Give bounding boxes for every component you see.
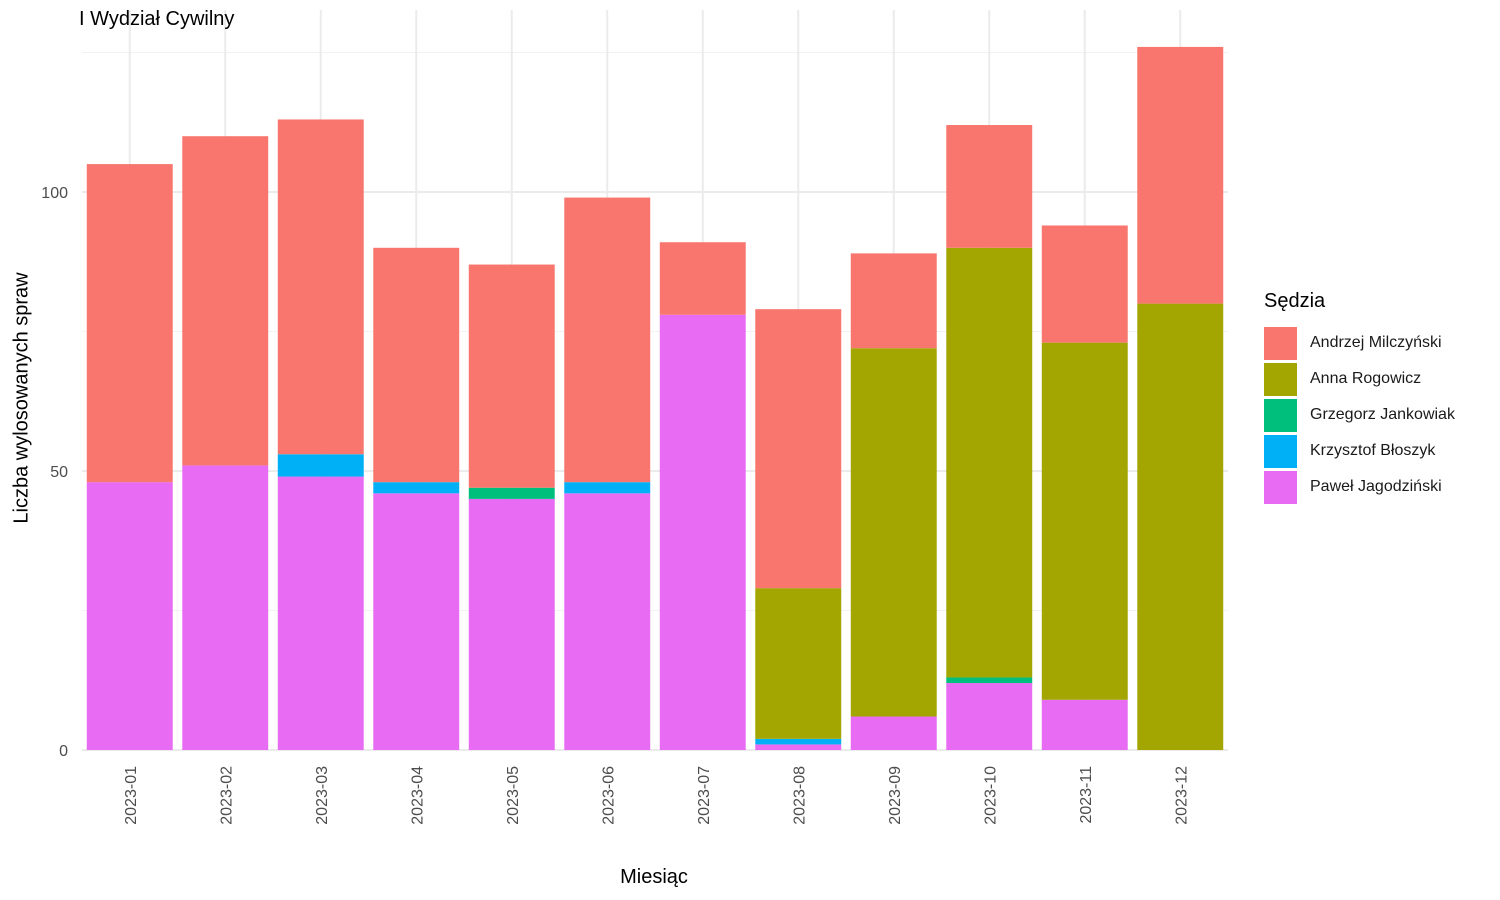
bar-segment	[1137, 303, 1224, 750]
legend-label: Anna Rogowicz	[1310, 370, 1422, 387]
bar-segment	[277, 454, 364, 477]
legend-items: Andrzej Milczyński Anna Rogowicz Grzegorz …	[1264, 325, 1455, 505]
bar-segment	[86, 164, 173, 483]
bar-segment	[946, 247, 1033, 678]
bar-segment	[468, 487, 555, 499]
bar-segment	[564, 482, 651, 494]
bar-segment	[564, 197, 651, 483]
bar-segment	[373, 247, 460, 483]
legend-label: Grzegorz Jankowiak	[1310, 406, 1455, 423]
x-tick-label: 2023-09	[887, 766, 904, 825]
bar-segment	[755, 744, 842, 750]
y-tick-label: 100	[41, 185, 68, 202]
x-tick-label: 2023-03	[314, 766, 331, 825]
legend-swatch	[1264, 326, 1297, 360]
bars	[86, 46, 1224, 750]
legend-item: Krzysztof Błoszyk	[1264, 433, 1455, 469]
legend-label: Paweł Jagodziński	[1310, 478, 1442, 495]
x-tick-label: 2023-12	[1173, 766, 1190, 825]
x-tick-label: 2023-06	[600, 766, 617, 825]
bar-segment	[182, 465, 269, 750]
bar-segment	[1041, 699, 1128, 750]
bar-segment	[850, 253, 937, 349]
bar-segment	[468, 264, 555, 488]
bar-segment	[850, 716, 937, 750]
x-axis-label: Miesiąc	[620, 866, 688, 888]
y-axis-label: Liczba wylosowanych spraw	[10, 272, 33, 524]
bar-segment	[946, 683, 1033, 750]
bar-segment	[373, 482, 460, 494]
y-tick-label: 50	[50, 464, 68, 481]
bar-segment	[659, 242, 746, 315]
legend-item: Paweł Jagodziński	[1264, 469, 1455, 505]
bar-segment	[564, 493, 651, 750]
bar-segment	[277, 119, 364, 455]
y-tick-label: 0	[59, 743, 68, 760]
x-tick-label: 2023-05	[505, 766, 522, 825]
legend: Sędzia Andrzej Milczyński Anna Rogowicz Gr…	[1264, 290, 1455, 505]
x-tick-label: 2023-02	[218, 766, 235, 825]
bar-segment	[86, 482, 173, 750]
bar-segment	[373, 493, 460, 750]
bar-segment	[850, 348, 937, 717]
x-tick-label: 2023-10	[982, 766, 999, 825]
legend-item: Anna Rogowicz	[1264, 361, 1455, 397]
bar-segment	[946, 677, 1033, 684]
bar-segment	[755, 588, 842, 739]
bar-segment	[946, 125, 1033, 248]
bar-segment	[755, 309, 842, 589]
legend-swatch	[1264, 398, 1297, 432]
legend-title: Sędzia	[1264, 290, 1326, 312]
legend-swatch	[1264, 434, 1297, 468]
bar-segment	[468, 498, 555, 750]
x-tick-label: 2023-01	[123, 766, 140, 825]
legend-swatch	[1264, 470, 1297, 504]
legend-item: Andrzej Milczyński	[1264, 325, 1455, 361]
x-tick-label: 2023-04	[409, 766, 426, 825]
bar-segment	[277, 476, 364, 750]
legend-item: Grzegorz Jankowiak	[1264, 397, 1455, 433]
bar-segment	[659, 314, 746, 750]
bar-segment	[182, 136, 269, 466]
x-axis-ticks: 2023-01 2023-02 2023-03 2023-04 2023-05 2023-…	[123, 766, 1191, 825]
chart-title: I Wydział Cywilny	[79, 8, 235, 30]
bar-segment	[755, 738, 842, 745]
legend-label: Krzysztof Błoszyk	[1310, 442, 1436, 459]
legend-swatch	[1264, 362, 1297, 396]
x-tick-label: 2023-08	[791, 766, 808, 825]
y-axis-ticks: 0 50 100	[41, 185, 68, 760]
bar-segment	[1041, 342, 1128, 700]
bar-segment	[1137, 46, 1224, 304]
x-tick-label: 2023-07	[696, 766, 713, 825]
bar-segment	[1041, 225, 1128, 343]
x-tick-label: 2023-11	[1078, 766, 1095, 824]
legend-label: Andrzej Milczyński	[1310, 334, 1442, 351]
